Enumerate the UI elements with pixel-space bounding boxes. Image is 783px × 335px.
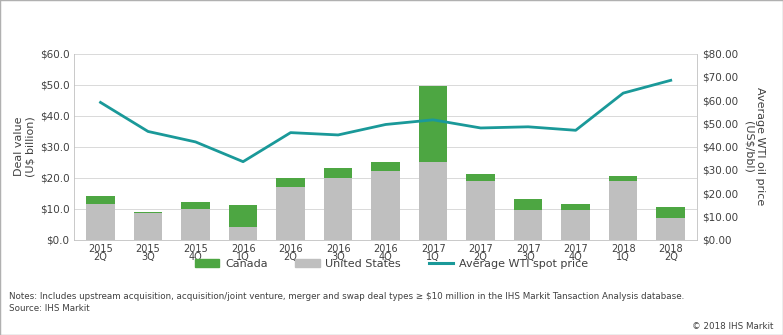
Y-axis label: Deal value
(U$ billion): Deal value (U$ billion) [14, 116, 36, 177]
Bar [419, 86, 447, 162]
Bar [324, 178, 352, 240]
Bar [276, 187, 305, 240]
Text: North America quarterly deal value and average WTI spot price: North America quarterly deal value and a… [8, 16, 533, 31]
Bar [371, 162, 400, 171]
Bar [86, 204, 115, 240]
Bar [656, 207, 685, 218]
Bar [182, 202, 210, 208]
Bar [134, 213, 162, 240]
Bar [561, 204, 590, 210]
Bar [609, 181, 637, 240]
Text: © 2018 IHS Markit: © 2018 IHS Markit [692, 322, 774, 331]
Bar [229, 205, 258, 227]
Bar [467, 175, 495, 181]
Bar [514, 199, 543, 210]
Bar [324, 168, 352, 178]
Bar [656, 218, 685, 240]
Bar [419, 162, 447, 240]
Bar [86, 196, 115, 204]
Bar [514, 210, 543, 240]
Bar [561, 210, 590, 240]
Bar [371, 171, 400, 240]
Bar [276, 178, 305, 187]
Text: Notes: Includes upstream acquisition, acquisition/joint venture, merger and swap: Notes: Includes upstream acquisition, ac… [9, 292, 684, 313]
Bar [609, 176, 637, 181]
Bar [229, 227, 258, 240]
Y-axis label: Average WTI oil price
(US$/bbl): Average WTI oil price (US$/bbl) [743, 87, 765, 206]
Bar [467, 181, 495, 240]
Bar [134, 212, 162, 213]
Legend: Canada, United States, Average WTI spot price: Canada, United States, Average WTI spot … [190, 254, 593, 273]
Bar [182, 208, 210, 240]
